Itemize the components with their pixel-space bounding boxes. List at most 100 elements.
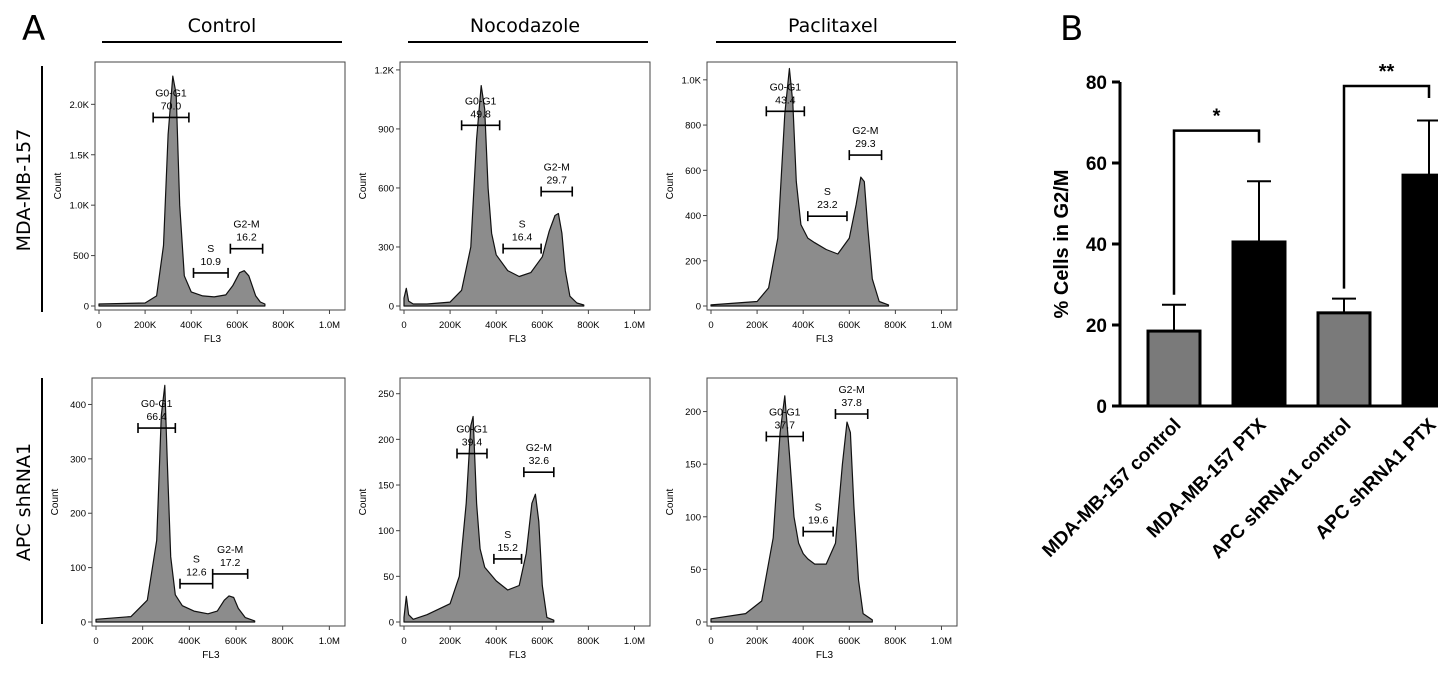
x-axis-label: FL3 (204, 334, 222, 345)
gate-percent: 12.6 (186, 567, 207, 579)
gate-percent: 43.4 (775, 94, 796, 106)
x-axis-label: FL3 (509, 650, 527, 661)
x-tick-label: 200K (132, 636, 155, 647)
bar-mda-mb-157-ptx (1231, 240, 1287, 408)
y-tick-label: 400 (70, 400, 86, 411)
y-axis-label: Count (358, 488, 369, 515)
y-tick-label: 0 (81, 618, 86, 629)
gate-g2-m: G2-M29.3 (848, 125, 883, 161)
gate-percent: 23.2 (817, 199, 838, 211)
y-axis-label: Count (358, 172, 369, 199)
x-tick-label: 200K (134, 320, 157, 331)
gate-percent: 29.3 (855, 138, 876, 150)
histogram-area (403, 415, 555, 623)
x-axis-label: FL3 (816, 334, 834, 345)
gate-percent: 37.8 (841, 397, 862, 409)
x-tick-label: 600K (838, 636, 861, 647)
gate-percent: 70.0 (161, 100, 182, 112)
y-tick-label: 600 (378, 183, 394, 194)
significance-bracket: ** (1342, 61, 1431, 289)
y-tick-label: 1.5K (69, 150, 89, 161)
y-tick-label: 200 (685, 407, 701, 418)
x-tick-label: 400K (792, 320, 815, 331)
y-tick-label: 50 (690, 565, 701, 576)
gate-name: G2-M (852, 125, 878, 137)
significance-label: ** (1379, 61, 1395, 83)
bracket-line (1172, 129, 1261, 295)
x-tick-label: 800K (884, 636, 907, 647)
x-tick-label: 0 (708, 636, 713, 647)
x-tick-label: 1.0M (624, 636, 645, 647)
histogram-area (403, 85, 585, 307)
x-tick-label: 1.0M (931, 320, 952, 331)
y-axis-label: Count (665, 488, 676, 515)
histogram-area (710, 395, 873, 623)
histogram-apc-shrna1-control: 0 100 200 300 400 0 200K 400K 600K 800K 1.0M FL3 Cou… (50, 377, 346, 661)
gate-name: S (824, 186, 831, 198)
x-tick-label: 0 (708, 320, 713, 331)
bar-apc-shrna1-ptx (1401, 173, 1438, 408)
y-tick-label: 250 (378, 389, 394, 400)
x-tick-label: 200K (439, 320, 462, 331)
y-tick-label: 100 (378, 526, 394, 537)
gate-percent: 19.6 (808, 515, 829, 527)
histogram-area (95, 384, 256, 623)
x-tick-label: 600K (531, 636, 554, 647)
x-tick-label: 400K (485, 320, 508, 331)
x-tick-label: 0 (96, 320, 101, 331)
gate-percent: 32.6 (529, 455, 550, 467)
y-tick-label: 150 (685, 460, 701, 471)
gate-name: G2-M (526, 442, 552, 454)
y-tick-label: 200 (378, 435, 394, 446)
bar-chart: 0 20 40 60 80 % Cells in G2/M MDA-MB-157 contr… (1039, 61, 1438, 563)
x-tick-label: 800K (884, 320, 907, 331)
gate-name: S (815, 502, 822, 514)
y-axis-label: % Cells in G2/M (1051, 170, 1073, 319)
histogram-area (98, 75, 266, 307)
x-tick-label: 1.0M (624, 320, 645, 331)
x-tick-label: 0 (401, 636, 406, 647)
gate-g2-m: G2-M16.2 (229, 219, 264, 254)
gate-g2-m: G2-M32.6 (523, 442, 555, 478)
gate-name: G0-G1 (141, 398, 173, 410)
x-tick-label: 400K (792, 636, 815, 647)
plot-frame (91, 377, 346, 627)
gate-percent: 39.4 (462, 437, 483, 449)
gate-percent: 49.8 (470, 108, 491, 120)
gate-name: G2-M (217, 544, 243, 556)
y-tick-label: 40 (1086, 235, 1107, 256)
x-tick-label: 400K (178, 636, 201, 647)
x-tick-label: 1.0M (319, 320, 340, 331)
gate-g2-m: G2-M17.2 (211, 544, 249, 579)
x-tick-label: 200K (746, 636, 769, 647)
y-axis-label: Count (50, 488, 61, 515)
gate-s: S23.2 (806, 186, 848, 222)
gate-s: S10.9 (192, 243, 229, 278)
category-label: MDA-MB-157 control (1039, 415, 1186, 562)
gate-name: G0-G1 (456, 424, 488, 436)
y-tick-label: 80 (1086, 73, 1107, 94)
gate-percent: 37.7 (775, 420, 796, 432)
x-tick-label: 200K (746, 320, 769, 331)
y-tick-label: 0 (696, 302, 701, 313)
x-tick-label: 800K (577, 636, 600, 647)
y-tick-label: 900 (378, 124, 394, 135)
gate-s: S15.2 (493, 529, 523, 564)
y-tick-label: 50 (383, 572, 394, 583)
row-label-mda-mb-157: MDA-MB-157 (13, 129, 35, 252)
gate-percent: 16.4 (512, 232, 533, 244)
y-tick-label: 600 (685, 166, 701, 177)
gate-g2-m: G2-M37.8 (834, 384, 869, 419)
condition-label-control: Control (188, 15, 257, 37)
gate-name: G0-G1 (465, 95, 497, 107)
bar-mda-mb-157-control (1146, 329, 1202, 408)
gate-g2-m: G2-M29.7 (540, 162, 574, 197)
gate-name: S (519, 219, 526, 231)
plot-frame (706, 61, 958, 311)
x-axis-label: FL3 (509, 334, 527, 345)
x-tick-label: 1.0M (931, 636, 952, 647)
